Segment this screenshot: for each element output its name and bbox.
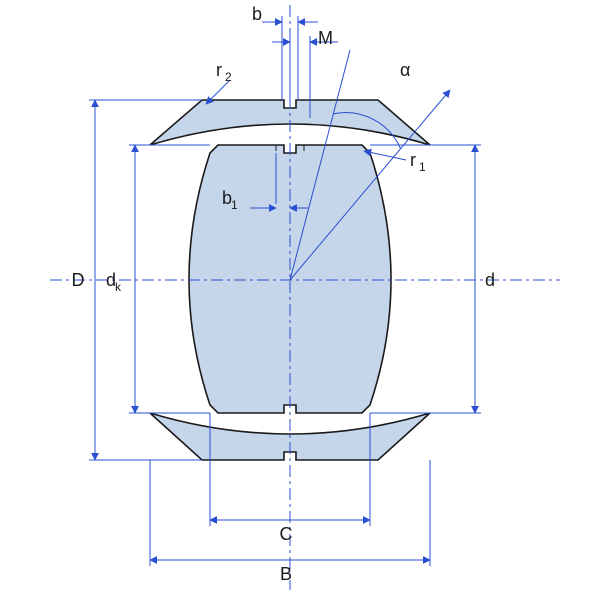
label-r2-sub: 2 [225,70,232,84]
label-M: M [318,28,333,48]
label-dk-sub: k [115,280,122,294]
bearing-diagram: DdkdBCbMαr1r2b1 [0,0,600,600]
label-b: b [252,4,262,24]
label-b1-sub: 1 [231,198,238,212]
label-r1: r [410,150,416,170]
label-d: d [485,270,495,290]
label-r1-sub: 1 [419,160,426,174]
label-D: D [72,270,85,290]
label-C: C [280,524,293,544]
label-alpha: α [400,60,410,80]
label-B: B [280,564,292,584]
label-r2: r [216,60,222,80]
